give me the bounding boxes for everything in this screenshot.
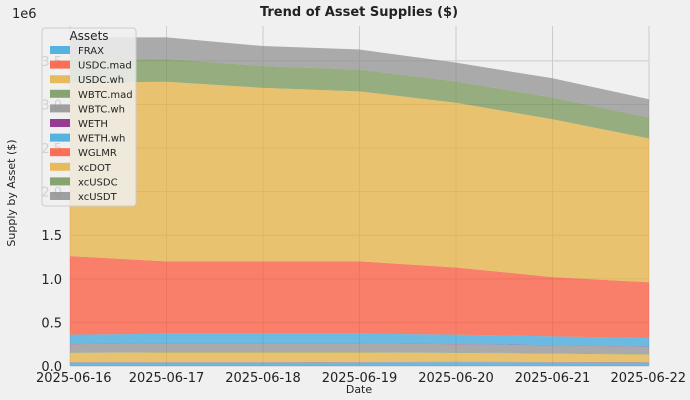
- y-tick-label: 0.0: [41, 360, 62, 375]
- legend-swatch-xcusdt: [50, 192, 70, 200]
- legend-label-weth: WETH: [78, 119, 108, 130]
- x-tick-label: 2025-06-21: [515, 371, 591, 386]
- legend-label-weth-wh: WETH.wh: [78, 134, 125, 145]
- legend-swatch-weth: [50, 119, 70, 127]
- legend-label-frax: FRAX: [78, 46, 104, 57]
- x-tick-label: 2025-06-19: [322, 371, 398, 386]
- legend-label-usdc-mad: USDC.mad: [78, 61, 132, 72]
- chart-title: Trend of Asset Supplies ($): [260, 5, 458, 20]
- legend-label-xcusdc: xcUSDC: [78, 177, 118, 188]
- y-offset-label: 1e6: [12, 7, 37, 22]
- legend-swatch-usdc-mad: [50, 60, 70, 69]
- legend-swatch-usdc-wh: [50, 75, 70, 84]
- x-tick-label: 2025-06-22: [610, 371, 686, 386]
- x-tick-label: 2025-06-20: [418, 371, 494, 386]
- legend-label-xcusdt: xcUSDT: [78, 192, 118, 203]
- legend-title: Assets: [69, 29, 108, 43]
- legend-swatch-wbtc-mad: [50, 89, 70, 98]
- area-xcdot: [70, 81, 649, 283]
- legend-swatch-xcdot: [50, 162, 70, 171]
- legend-swatch-wglmr: [50, 148, 70, 157]
- y-tick-label: 1.5: [41, 229, 62, 244]
- area-xcusdt: [70, 37, 649, 118]
- legend-label-xcdot: xcDOT: [78, 163, 112, 174]
- x-tick-label: 2025-06-17: [129, 371, 205, 386]
- x-tick-label: 2025-06-16: [36, 371, 112, 386]
- area-wbtc-mad: [70, 352, 649, 355]
- area-wbtc-wh: [70, 343, 649, 355]
- area-frax: [70, 362, 649, 366]
- x-axis-label: Date: [346, 383, 373, 396]
- legend-label-wbtc-wh: WBTC.wh: [78, 104, 125, 115]
- legend-box: [41, 27, 137, 207]
- area-usdc-wh: [70, 352, 649, 363]
- stacked-areas: [70, 37, 649, 366]
- x-tick-label: 2025-06-18: [225, 371, 301, 386]
- legend-label-wbtc-mad: WBTC.mad: [78, 90, 133, 101]
- legend-label-wglmr: WGLMR: [78, 148, 117, 159]
- legend: Assets FRAX USDC.mad USDC.wh WBTC.mad WBTC.w…: [41, 27, 137, 207]
- area-weth: [70, 343, 649, 347]
- area-weth-wh: [70, 333, 649, 347]
- legend-swatch-weth-wh: [50, 133, 70, 142]
- area-xcusdc: [70, 58, 649, 139]
- legend-swatch-wbtc-wh: [50, 104, 70, 113]
- legend-items: FRAX USDC.mad USDC.wh WBTC.mad WBTC.wh WETH WE…: [50, 46, 133, 203]
- legend-label-usdc-wh: USDC.wh: [78, 75, 124, 86]
- y-axis-label: Supply by Asset ($): [5, 139, 18, 246]
- area-usdc-mad: [70, 361, 649, 363]
- area-wglmr: [70, 256, 649, 339]
- x-ticks: 2025-06-16 2025-06-17 2025-06-18 2025-06-19…: [36, 371, 686, 386]
- legend-swatch-frax: [50, 46, 70, 54]
- y-tick-label: 1.0: [41, 273, 62, 288]
- y-tick-label: 0.5: [41, 316, 62, 331]
- legend-swatch-xcusdc: [50, 177, 70, 186]
